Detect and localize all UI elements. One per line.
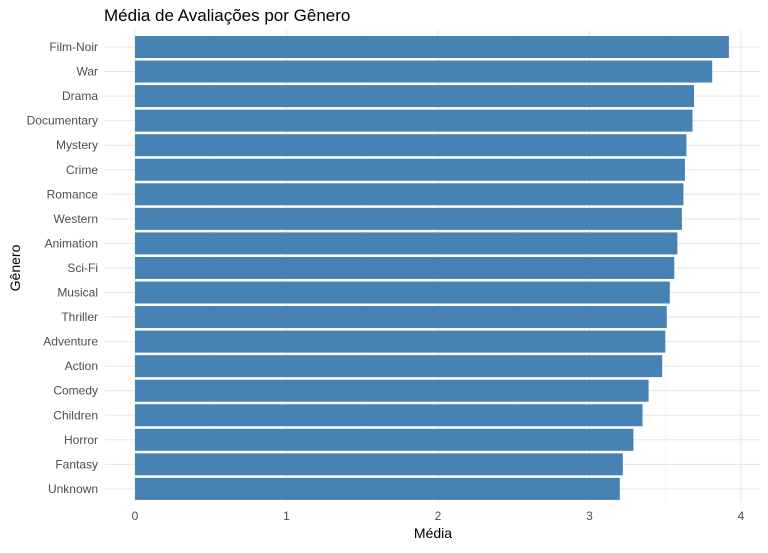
y-tick-label: Musical: [57, 286, 98, 300]
y-tick-label: Children: [53, 408, 98, 422]
bar-unknown: [135, 477, 620, 500]
bar-comedy: [135, 379, 649, 402]
bars: [135, 36, 729, 500]
x-tick-label: 4: [738, 509, 745, 523]
bar-animation: [135, 232, 678, 255]
y-tick-label: Western: [54, 212, 98, 226]
y-axis-title: Gênero: [7, 244, 23, 291]
y-tick-label: Adventure: [43, 335, 98, 349]
x-tick-label: 3: [586, 509, 593, 523]
y-tick-label: Film-Noir: [49, 40, 98, 54]
x-tick-label: 2: [435, 509, 442, 523]
bar-drama: [135, 85, 695, 108]
bar-crime: [135, 158, 685, 181]
chart-title: Média de Avaliações por Gênero: [104, 6, 351, 25]
bar-western: [135, 207, 682, 230]
bar-musical: [135, 281, 670, 304]
x-axis-title: Média: [414, 525, 452, 541]
bar-romance: [135, 183, 684, 206]
bar-war: [135, 60, 713, 83]
y-tick-labels: Film-Noir War Drama Documentary Mystery Crime…: [27, 40, 99, 496]
y-tick-label: Fantasy: [55, 457, 98, 471]
y-tick-label: Mystery: [56, 138, 98, 152]
bar-film-noir: [135, 36, 729, 58]
x-tick-labels: 0 1 2 3 4: [132, 509, 745, 523]
bar-fantasy: [135, 453, 623, 476]
bar-adventure: [135, 330, 666, 353]
y-tick-label: Documentary: [27, 114, 98, 128]
y-tick-label: Comedy: [53, 384, 98, 398]
bar-action: [135, 355, 663, 378]
x-tick-label: 0: [132, 509, 139, 523]
bar-children: [135, 404, 643, 427]
bar-mystery: [135, 134, 687, 157]
x-tick-label: 1: [283, 509, 290, 523]
y-tick-label: War: [76, 65, 98, 79]
bar-sci-fi: [135, 256, 675, 279]
y-tick-label: Unknown: [48, 482, 98, 496]
y-tick-label: Crime: [66, 163, 98, 177]
y-tick-label: Thriller: [61, 310, 98, 324]
y-tick-label: Animation: [45, 236, 98, 250]
bar-horror: [135, 428, 634, 451]
bar-documentary: [135, 109, 693, 132]
y-tick-label: Action: [65, 359, 98, 373]
y-tick-label: Romance: [47, 187, 99, 201]
y-tick-label: Drama: [62, 89, 98, 103]
y-tick-label: Horror: [64, 433, 98, 447]
y-tick-label: Sci-Fi: [67, 261, 98, 275]
bar-thriller: [135, 306, 667, 329]
